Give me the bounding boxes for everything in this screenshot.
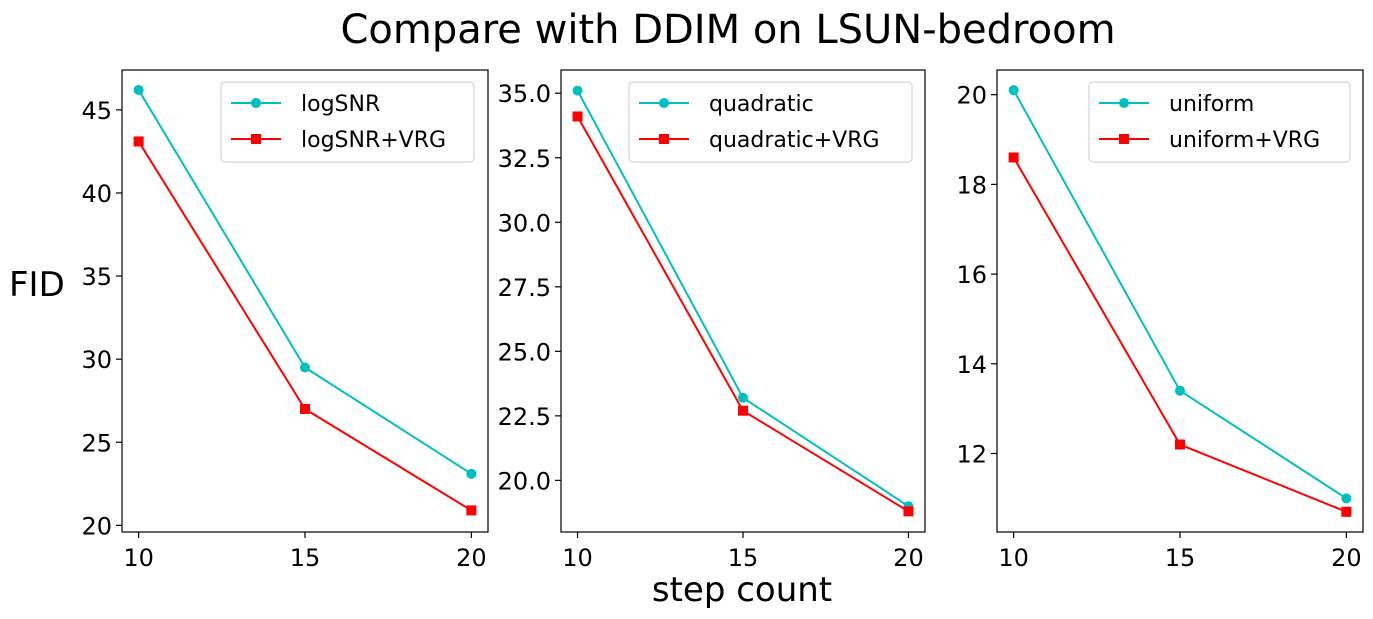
y-tick-label: 40 [81,180,112,208]
chart-panels: 10 15 20 20 25 30 35 40 45 logSNR logSNR+VRG 10 15 20… [81,69,1364,572]
x-tick-label: 20 [893,544,924,572]
y-tick-label: 12 [956,441,987,469]
x-tick-label: 20 [1331,544,1362,572]
data-point-uniform [1175,385,1185,396]
data-point-uniform+VRG [1341,506,1352,517]
data-point-logSNR [133,84,144,95]
legend-marker-logSNR [251,98,261,108]
y-tick-label: 35.0 [498,80,551,108]
x-tick-label: 15 [1165,544,1196,572]
data-point-uniform+VRG [1008,152,1019,163]
data-point-uniform [1008,85,1019,96]
data-point-quadratic+VRG [572,111,583,122]
y-tick-label: 14 [956,351,987,379]
legend-label-uniform: uniform [1169,92,1254,117]
legend-box [1088,81,1351,163]
y-tick-label: 20 [81,512,112,540]
chart-panel-1: 10 15 20 20 25 30 35 40 45 logSNR logSNR+VRG [81,69,489,572]
data-point-uniform+VRG [1175,439,1185,450]
y-tick-label: 16 [956,261,987,289]
x-tick-label: 10 [123,544,154,572]
y-tick-label: 25 [81,429,112,457]
chart-panel-2: 10 15 20 20.0 22.5 25.0 27.5 30.0 32.5 35.0 quadra… [498,69,926,572]
x-tick-label: 20 [456,544,487,572]
legend-label-logSNR: logSNR [301,92,380,117]
y-tick-label: 27.5 [498,274,551,302]
legend-box [220,81,475,163]
y-tick-label: 45 [81,97,112,125]
y-tick-label: 25.0 [498,338,551,366]
legend-marker-uniform [1119,98,1129,108]
y-tick-label: 22.5 [498,403,551,431]
y-tick-label: 30.0 [498,209,551,237]
chart-panel-3: 10 15 20 12 14 16 18 20 uniform uniform+VRG [956,69,1364,572]
legend-marker-quadratic+VRG [659,134,669,144]
figure-title: Compare with DDIM on LSUN-bedroom [340,7,1115,53]
legend: logSNR logSNR+VRG [220,81,475,163]
data-point-quadratic+VRG [903,506,914,517]
legend-label-logSNR+VRG: logSNR+VRG [301,128,446,153]
y-tick-label: 30 [81,346,112,374]
legend-label-uniform+VRG: uniform+VRG [1169,128,1320,153]
x-tick-label: 10 [998,544,1029,572]
legend: uniform uniform+VRG [1088,81,1351,163]
y-tick-label: 18 [956,171,987,199]
legend: quadratic quadratic+VRG [628,81,913,163]
legend-marker-quadratic [659,98,669,108]
legend-label-quadratic: quadratic [709,92,814,117]
legend-label-quadratic+VRG: quadratic+VRG [709,128,880,153]
data-point-logSNR+VRG [466,505,477,516]
data-point-logSNR [466,468,477,479]
data-point-uniform [1341,493,1352,504]
plot-frame [996,69,1364,533]
data-point-quadratic [738,392,748,403]
data-point-logSNR [300,362,310,373]
data-point-logSNR+VRG [300,404,310,415]
x-tick-label: 15 [290,544,321,572]
x-axis-label: step count [652,570,832,610]
legend-marker-logSNR+VRG [251,134,261,144]
legend-marker-uniform+VRG [1119,134,1129,144]
x-tick-label: 15 [728,544,759,572]
y-axis-label: FID [9,265,65,305]
data-point-quadratic+VRG [738,405,748,416]
y-tick-label: 32.5 [498,145,551,173]
y-tick-label: 20.0 [498,467,551,495]
legend-box [628,81,913,163]
y-tick-label: 20 [956,82,987,110]
data-point-quadratic [572,85,583,96]
plot-frame [560,69,926,533]
y-tick-label: 35 [81,263,112,291]
data-point-logSNR+VRG [133,136,144,147]
plot-frame [121,69,489,533]
x-tick-label: 10 [562,544,593,572]
